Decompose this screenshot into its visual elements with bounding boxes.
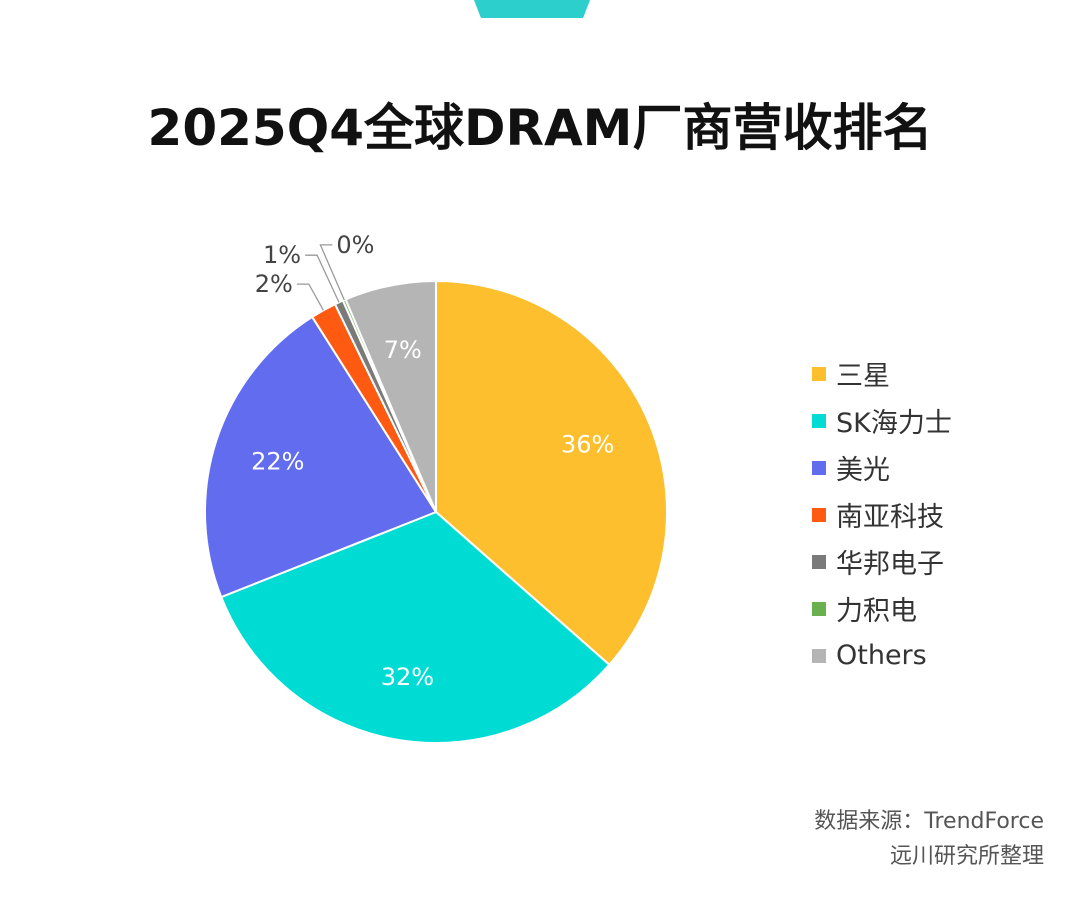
- legend-label: 华邦电子: [836, 549, 944, 580]
- slice-label-6: 7%: [384, 336, 422, 364]
- source-note: 数据来源：TrendForce 远川研究所整理: [814, 804, 1044, 874]
- slice-label-4: 1%: [263, 241, 301, 269]
- credit-line: 远川研究所整理: [889, 844, 1044, 869]
- legend-swatch: [812, 366, 826, 381]
- legend-item-1: SK海力士: [812, 397, 952, 444]
- leader-line-4: [305, 254, 340, 303]
- legend-label: 美光: [836, 455, 890, 486]
- legend-swatch: [812, 460, 826, 475]
- leader-line-5: [319, 244, 345, 301]
- slice-label-0: 36%: [561, 431, 614, 459]
- legend-label: Others: [836, 640, 927, 671]
- legend-label: SK海力士: [836, 408, 952, 439]
- legend-item-4: 华邦电子: [812, 538, 952, 585]
- leader-line-3: [296, 283, 324, 311]
- slice-label-2: 22%: [251, 448, 304, 476]
- legend-item-3: 南亚科技: [812, 491, 952, 538]
- legend-item-5: 力积电: [812, 585, 952, 632]
- source-line: 数据来源：TrendForce: [814, 809, 1044, 834]
- legend-item-6: Others: [812, 632, 952, 679]
- legend-swatch: [812, 648, 826, 663]
- legend-swatch: [812, 554, 826, 569]
- chart-title: 2025Q4全球DRAM厂商营收排名: [147, 99, 933, 157]
- legend-item-2: 美光: [812, 444, 952, 491]
- legend-swatch: [812, 601, 826, 616]
- legend-label: 南亚科技: [836, 502, 944, 533]
- legend: 三星 SK海力士美光南亚科技华邦电子力积电 Others: [812, 350, 952, 679]
- slice-label-5: 0%: [336, 231, 374, 259]
- top-accent-tab: [474, 0, 590, 18]
- pie-slice-0: [435, 279, 668, 667]
- pie-slice-2: [203, 315, 438, 599]
- pie-slice-6: [344, 279, 437, 513]
- legend-swatch: [812, 507, 826, 522]
- pie-slice-1: [219, 510, 611, 744]
- legend-label: 三星: [836, 361, 890, 392]
- legend-swatch: [812, 413, 826, 428]
- legend-label: 力积电: [836, 596, 917, 627]
- legend-item-0: 三星: [812, 350, 952, 397]
- slice-label-1: 32%: [381, 663, 434, 691]
- slice-label-3: 2%: [255, 270, 293, 298]
